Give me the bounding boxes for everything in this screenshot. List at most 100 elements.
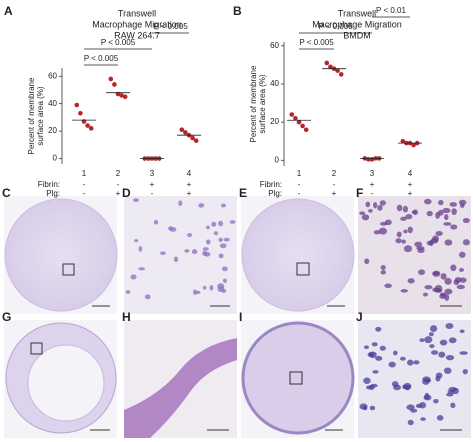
cell: [414, 241, 423, 248]
data-point: [190, 135, 195, 141]
y-axis-label: surface area (%): [36, 86, 45, 145]
cell: [168, 226, 174, 231]
y-axis-label: Percent of membrane: [249, 65, 258, 142]
chart-title: Transwell: [338, 8, 376, 18]
cell: [407, 226, 413, 234]
cell: [400, 289, 409, 293]
cell: [395, 238, 402, 244]
chart-title: Macrophage Migration: [312, 19, 402, 29]
cell: [458, 251, 466, 258]
cell: [399, 356, 406, 361]
p-value-label: P < 0.005: [153, 22, 188, 31]
cell: [371, 342, 378, 347]
cell: [359, 403, 368, 410]
cell: [432, 235, 439, 243]
cell: [438, 351, 446, 358]
panel-label: J: [356, 310, 363, 324]
cell: [219, 243, 227, 249]
cell: [125, 290, 131, 294]
cell: [420, 417, 426, 421]
data-point: [338, 72, 344, 77]
y-tick-label: 60: [270, 41, 279, 50]
cell: [364, 258, 370, 265]
cell: [369, 405, 376, 411]
panel-label: C: [2, 186, 11, 200]
cell: [440, 273, 447, 280]
factor-level: -: [298, 180, 301, 189]
cell: [363, 377, 371, 384]
factor-level: +: [408, 180, 413, 189]
cell: [368, 209, 373, 213]
y-tick-label: 0: [53, 154, 58, 163]
cell: [193, 289, 197, 296]
p-value-label: P < 0.005: [84, 54, 119, 63]
cell: [444, 214, 449, 221]
cell: [438, 199, 444, 206]
cell: [425, 378, 432, 383]
cell: [229, 220, 236, 224]
cell: [462, 218, 470, 224]
cell: [444, 277, 452, 285]
cell: [153, 219, 159, 225]
y-tick-label: 40: [270, 79, 279, 88]
data-point: [324, 60, 330, 66]
micrograph: [124, 196, 237, 314]
cell: [443, 367, 452, 374]
x-tick-label: 1: [297, 169, 302, 178]
cell: [439, 339, 448, 346]
cell: [407, 278, 415, 284]
cell: [375, 326, 382, 332]
factor-level: -: [83, 180, 86, 189]
data-point: [122, 94, 128, 100]
cell: [217, 283, 225, 290]
cell: [432, 271, 440, 276]
panel-label: E: [239, 186, 247, 200]
factor-name: Plg:: [46, 189, 60, 198]
cell: [134, 239, 139, 243]
membrane-hole: [27, 344, 105, 422]
y-axis-label: Percent of membrane: [27, 77, 36, 154]
cell: [459, 277, 467, 283]
cell: [436, 414, 444, 421]
cell: [191, 249, 198, 255]
data-point: [193, 138, 199, 143]
cell: [378, 227, 388, 235]
factor-level: -: [151, 189, 154, 198]
x-tick-label: 2: [116, 169, 121, 178]
data-point: [293, 116, 298, 121]
cell: [375, 355, 383, 361]
factor-level: +: [408, 189, 413, 198]
cell: [220, 203, 226, 208]
cell: [445, 354, 455, 361]
cell: [444, 288, 453, 295]
factor-level: -: [298, 189, 301, 198]
chart-title: BMDM: [343, 30, 371, 40]
cell: [449, 202, 458, 207]
cell: [462, 239, 470, 246]
cell: [173, 256, 179, 263]
cell: [206, 225, 210, 230]
stained-region: [124, 338, 237, 438]
factor-name: Fibrin:: [260, 180, 282, 189]
cell: [365, 201, 371, 208]
x-tick-label: 1: [82, 169, 87, 178]
p-value-label: P < 0.005: [318, 22, 353, 31]
y-tick-label: 60: [48, 71, 57, 80]
membrane: [241, 198, 355, 312]
cell: [401, 239, 406, 244]
cell: [429, 325, 438, 333]
panel-label: G: [2, 310, 11, 324]
data-point: [85, 123, 90, 128]
cell: [388, 361, 396, 368]
cell: [213, 231, 218, 236]
cell: [406, 404, 415, 411]
x-tick-label: 3: [150, 169, 155, 178]
y-axis-label: surface area (%): [258, 74, 267, 133]
cell: [459, 203, 465, 208]
y-tick-label: 20: [270, 117, 279, 126]
cell: [426, 240, 434, 246]
cell: [443, 222, 452, 226]
cell: [221, 266, 228, 272]
cell: [424, 392, 430, 400]
data-point: [289, 112, 295, 117]
